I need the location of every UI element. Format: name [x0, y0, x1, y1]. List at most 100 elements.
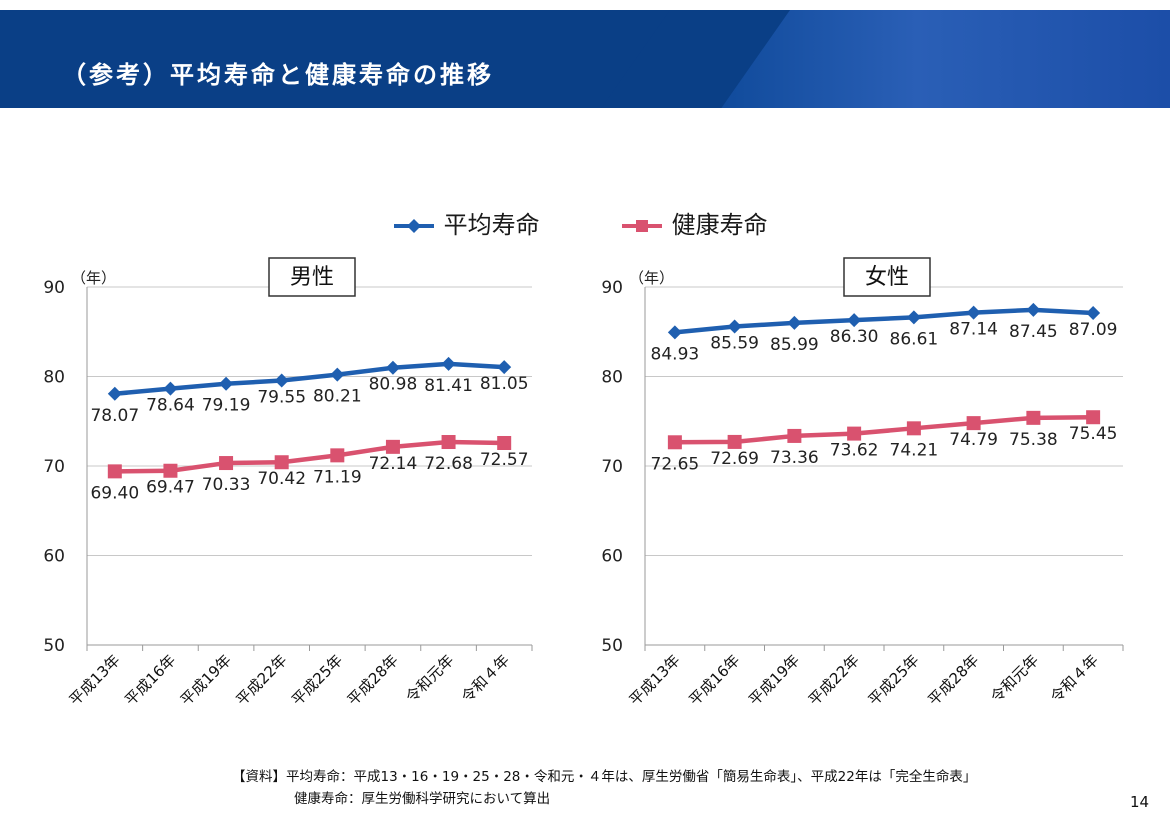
female-series-0-data-label: 86.61 [890, 329, 939, 349]
legend-healthy-label: 健康寿命 [671, 211, 768, 239]
female-series-1-point [966, 416, 981, 431]
female-ytick-label: 90 [601, 278, 623, 298]
female-category-label: 令和元年 [987, 651, 1042, 706]
male-series-1-data-label: 71.19 [313, 467, 362, 487]
female-series-1-data-label: 72.65 [651, 454, 700, 474]
male-series-0-data-label: 80.21 [313, 387, 362, 407]
female-category-label: 平成16年 [685, 651, 743, 709]
male-title: 男性 [290, 265, 334, 290]
female-series-0-point [667, 325, 682, 340]
male-series-0-line [114, 361, 505, 397]
female-series-0-point [1086, 306, 1101, 321]
male-series-1-point [107, 464, 122, 479]
male-series-0-point [385, 360, 400, 375]
male-series-1-point [330, 448, 345, 463]
female-series-1-data-label: 74.79 [949, 430, 998, 450]
male-series-0-data-label: 80.98 [369, 375, 418, 395]
male-category-label: 令和元年 [402, 651, 457, 706]
male-category-label: 平成25年 [288, 651, 346, 709]
female-title-box [843, 257, 931, 297]
male-ytick-label: 70 [43, 457, 65, 477]
male-category-label: 令和４年 [458, 651, 513, 706]
female-series-0-data-label: 87.09 [1069, 320, 1118, 340]
header-banner: （参考）平均寿命と健康寿命の推移 [0, 10, 1170, 108]
female-series-0-data-label: 84.93 [651, 344, 700, 364]
female-series-1-point [1086, 410, 1101, 425]
male-series-0-data-label: 78.07 [90, 406, 139, 426]
source-note-line1: 【資料】平均寿命：平成13・16・19・25・28・令和元・４年は、厚生労働省「… [232, 769, 977, 785]
female-y-axis-label: （年） [629, 269, 674, 287]
female-series-0-data-label: 85.99 [770, 335, 819, 355]
female-category-label: 平成19年 [745, 651, 803, 709]
male-series-0-data-label: 79.19 [202, 396, 251, 416]
female-series-1-point [847, 426, 862, 441]
female-series-1-data-label: 73.62 [830, 441, 879, 461]
header-decoration [710, 10, 1170, 108]
female-series-0-data-label: 85.59 [710, 333, 759, 353]
female-series-1-line [674, 414, 1094, 445]
female-category-label: 平成25年 [865, 651, 923, 709]
legend-item-avg: 平均寿命 [392, 205, 540, 240]
male-series-1-data-label: 72.14 [369, 454, 418, 474]
male-series-0-point [441, 356, 456, 371]
female-series-1-data-label: 74.21 [890, 440, 939, 460]
source-note-line2: 健康寿命：厚生労働科学研究において算出 [294, 791, 551, 807]
legend-healthy-marker [622, 220, 662, 232]
female-series-0-data-label: 87.45 [1009, 322, 1058, 342]
male-series-0-point [274, 373, 289, 388]
female-series-0-line [674, 307, 1094, 335]
legend-avg-marker [394, 219, 434, 233]
male-series-1-point [441, 435, 456, 450]
male-series-0-point [107, 386, 122, 401]
male-series-1-data-label: 69.47 [146, 478, 195, 498]
male-series-1-line [114, 439, 505, 474]
male-series-0-data-label: 78.64 [146, 396, 195, 416]
male-series-1-point [163, 463, 178, 478]
female-series-1-point [727, 434, 742, 449]
female-series-0-point [906, 310, 921, 325]
male-ytick-label: 60 [43, 547, 65, 567]
female-series-0-point [727, 319, 742, 334]
female-series-0-point [1026, 302, 1041, 317]
male-series-1-data-label: 72.68 [424, 454, 473, 474]
male-series-1-point [385, 439, 400, 454]
male-category-label: 平成13年 [66, 651, 124, 709]
female-series-1-point [667, 435, 682, 450]
female-series-1-point [906, 421, 921, 436]
male-series-1-data-label: 69.40 [90, 483, 139, 503]
female-category-label: 平成28年 [924, 651, 982, 709]
female-series-0-data-label: 86.30 [830, 327, 879, 347]
female-series-0-point [787, 315, 802, 330]
female-series-1-point [787, 428, 802, 443]
chart-male: 50 60 70 80 90 （年） 男性平成13年平成16年平成19年平成22年平成25年… [43, 257, 533, 709]
male-ytick-label: 50 [43, 636, 65, 656]
male-series-1-point [219, 456, 234, 471]
male-series-0-point [497, 360, 512, 375]
male-series-0-point [219, 376, 234, 391]
source-note: 【資料】平均寿命：平成13・16・19・25・28・令和元・４年は、厚生労働省「… [232, 766, 976, 810]
female-ytick-label: 60 [601, 547, 623, 567]
female-ytick-label: 70 [601, 457, 623, 477]
male-series-0-data-label: 79.55 [257, 388, 306, 408]
female-series-0-data-label: 87.14 [949, 320, 998, 340]
male-series-0-data-label: 81.41 [424, 376, 473, 396]
male-series-0-point [330, 367, 345, 382]
male-series-1-data-label: 70.42 [257, 469, 306, 489]
page-title: （参考）平均寿命と健康寿命の推移 [62, 61, 494, 89]
male-category-label: 平成16年 [121, 651, 179, 709]
female-category-label: 平成22年 [805, 651, 863, 709]
legend-item-healthy: 健康寿命 [620, 205, 768, 240]
female-series-1-point [1026, 410, 1041, 425]
female-series-0-point [966, 305, 981, 320]
male-ytick-label: 90 [43, 278, 65, 298]
male-series-1-point [497, 435, 512, 450]
female-series-1-data-label: 75.45 [1069, 424, 1118, 444]
female-series-1-data-label: 75.38 [1009, 430, 1058, 450]
male-category-label: 平成28年 [344, 651, 402, 709]
male-y-axis-label: （年） [71, 269, 116, 287]
female-title: 女性 [865, 265, 909, 290]
female-category-label: 平成13年 [626, 651, 684, 709]
female-series-0-point [847, 313, 862, 328]
male-category-label: 平成19年 [177, 651, 235, 709]
